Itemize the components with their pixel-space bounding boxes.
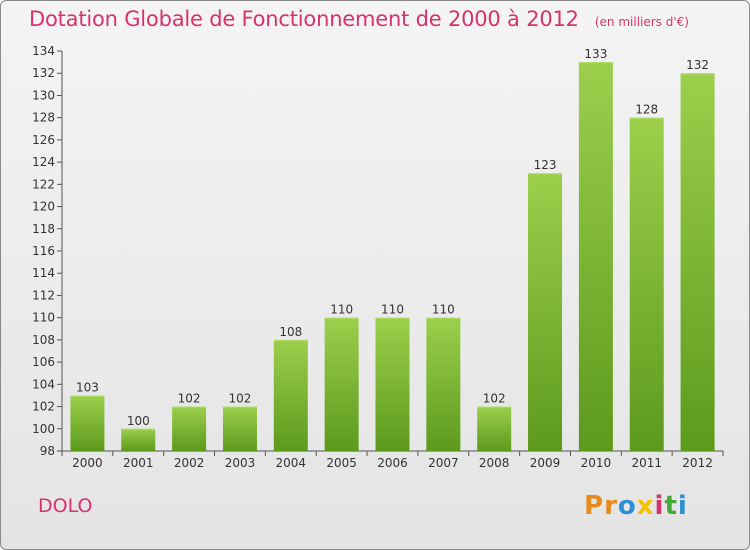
x-tick-label: 2012: [682, 456, 713, 470]
y-tick-label: 122: [32, 177, 55, 191]
bar-value-label: 132: [686, 58, 709, 72]
chart-title-text: Dotation Globale de Fonctionnement de 20…: [29, 7, 579, 31]
bar-value-label: 103: [76, 380, 99, 394]
bar-value-label: 123: [534, 158, 557, 172]
bar: [324, 317, 359, 451]
y-tick-label: 100: [32, 422, 55, 436]
y-tick-label: 104: [32, 377, 55, 391]
bar-value-label: 102: [229, 392, 252, 406]
logo-letter: x: [636, 491, 655, 521]
logo-letter: i: [677, 491, 688, 521]
y-tick-label: 120: [32, 200, 55, 214]
bar: [528, 173, 563, 451]
x-tick-label: 2003: [225, 456, 256, 470]
bar: [578, 62, 613, 451]
bar-value-label: 102: [483, 392, 506, 406]
bar: [273, 339, 308, 451]
logo-letter: P: [584, 491, 605, 521]
commune-name: DOLO: [38, 495, 93, 517]
proxiti-logo: Proxiti: [584, 491, 688, 521]
y-tick-label: 118: [32, 222, 55, 236]
bar-value-label: 128: [635, 103, 658, 117]
y-tick-label: 128: [32, 111, 55, 125]
x-tick-label: 2007: [428, 456, 459, 470]
bar-value-label: 110: [432, 303, 455, 317]
bar: [375, 317, 410, 451]
logo-letter: t: [664, 491, 678, 521]
chart-title: Dotation Globale de Fonctionnement de 20…: [29, 7, 689, 31]
x-tick-label: 2008: [479, 456, 510, 470]
bar: [680, 73, 715, 451]
x-tick-label: 2001: [123, 456, 154, 470]
y-tick-label: 108: [32, 333, 55, 347]
x-tick-label: 2006: [377, 456, 408, 470]
y-tick-label: 106: [32, 355, 55, 369]
bar: [629, 117, 664, 452]
bar: [426, 317, 461, 451]
y-tick-label: 130: [32, 88, 55, 102]
x-tick-label: 2002: [174, 456, 205, 470]
axes: 98 100 102 104 106 108 110 112 114 116 118 120 122 12…: [32, 44, 724, 458]
bar: [222, 406, 257, 451]
bar-value-label: 110: [330, 303, 353, 317]
y-tick-label: 98: [40, 444, 55, 458]
x-tick-label: 2005: [326, 456, 357, 470]
bar: [477, 406, 512, 451]
x-tick-label: 2009: [530, 456, 561, 470]
y-tick-label: 114: [32, 266, 55, 280]
y-tick-label: 124: [32, 155, 55, 169]
logo-letter: i: [654, 491, 665, 521]
x-tick-label: 2010: [581, 456, 612, 470]
bar: [70, 395, 105, 451]
x-tick-label: 2011: [631, 456, 662, 470]
bars: [70, 62, 715, 452]
logo-letter: o: [617, 491, 637, 521]
bar-value-label: 100: [127, 414, 150, 428]
y-tick-label: 126: [32, 133, 55, 147]
bar-value-label: 110: [381, 303, 404, 317]
y-tick-label: 132: [32, 66, 55, 80]
data-labels: 103 2000 100 2001 102 2002 102 2003 108 2004 110 20…: [72, 47, 713, 470]
logo-letter: r: [604, 491, 618, 521]
bar-value-label: 133: [584, 47, 607, 61]
y-tick-label: 116: [32, 244, 55, 258]
unit-label: (en milliers d'€): [594, 15, 689, 29]
bar-value-label: 108: [279, 325, 302, 339]
y-tick-label: 112: [32, 288, 55, 302]
y-tick-label: 134: [32, 44, 55, 58]
y-tick-label: 110: [32, 311, 55, 325]
bar: [172, 406, 207, 451]
x-tick-label: 2000: [72, 456, 103, 470]
x-tick-label: 2004: [276, 456, 307, 470]
bar-value-label: 102: [178, 392, 201, 406]
bar: [121, 428, 156, 451]
y-tick-label: 102: [32, 400, 55, 414]
